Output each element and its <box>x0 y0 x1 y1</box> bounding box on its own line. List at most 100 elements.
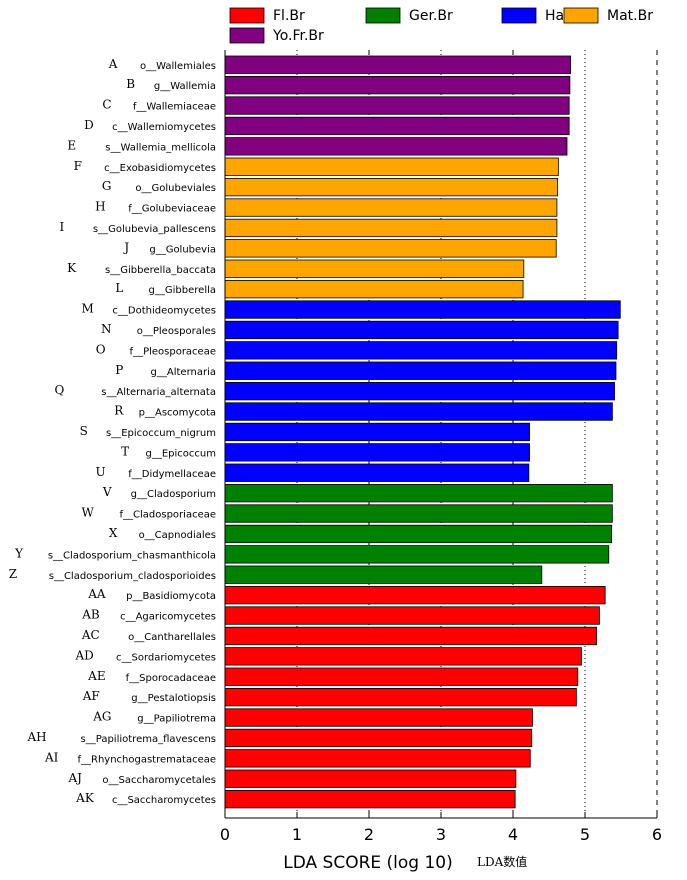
bar-s <box>224 422 530 442</box>
bar-label-s: s__Epicoccum_nigrum <box>106 428 216 439</box>
x-tick-label-0: 0 <box>220 825 230 844</box>
bar-letter-ae: AE <box>87 669 105 683</box>
bar-label-u: f__Didymellaceae <box>128 469 216 480</box>
legend-swatch-mat-br <box>563 7 599 24</box>
bar-letter-r: R <box>114 404 124 418</box>
bar-letter-q: Q <box>54 383 64 397</box>
bar-letter-j: J <box>122 240 129 254</box>
bar-letter-n: N <box>101 322 112 336</box>
bar-letter-i: I <box>60 220 65 234</box>
bar-label-c: f__Wallemiaceae <box>133 102 216 113</box>
bar-letter-aj: AJ <box>68 771 83 785</box>
x-tick-label-4: 4 <box>508 825 518 844</box>
x-tick-label-3: 3 <box>436 825 446 844</box>
bar-letter-s: S <box>80 424 88 438</box>
bar-w <box>224 504 613 523</box>
bar-label-q: s__Alternaria_alternata <box>101 387 216 398</box>
bar-label-d: c__Wallemiomycetes <box>112 122 216 133</box>
bar-letter-f: F <box>74 159 82 173</box>
bar-c <box>224 96 570 115</box>
bar-letter-ac: AC <box>81 628 100 642</box>
x-axis-label-note: LDA数值 <box>477 854 527 869</box>
bar-letter-l: L <box>115 281 123 295</box>
bar-letter-c: C <box>102 98 111 112</box>
bar-letter-p: P <box>115 363 123 377</box>
bar-label-e: s__Wallemia_mellicola <box>105 142 216 153</box>
bar-x <box>224 524 613 544</box>
bar-b <box>224 76 571 95</box>
bar-label-p: g__Alternaria <box>151 367 216 378</box>
bar-label-ab: c__Agaricomycetes <box>120 612 216 623</box>
bar-ag <box>224 708 533 727</box>
bar-t <box>224 443 530 462</box>
bar-label-ak: c__Saccharomycetes <box>112 795 216 806</box>
bar-k <box>224 259 525 278</box>
bar-g <box>224 177 559 197</box>
bar-label-af: g__Pestalotiopsis <box>131 693 216 704</box>
bar-label-y: s__Cladosporium_chasmanthicola <box>48 550 216 561</box>
bar-label-ac: o__Cantharellales <box>128 632 216 643</box>
bar-label-v: g__Cladosporium <box>131 489 216 500</box>
bar-f <box>224 157 559 176</box>
bar-label-k: s__Gibberella_baccata <box>105 265 216 276</box>
bar-letter-ah: AH <box>26 730 46 744</box>
bar-af <box>224 688 577 707</box>
bar-letter-t: T <box>121 444 129 458</box>
bar-label-o: f__Pleosporaceae <box>130 346 216 357</box>
bar-ai <box>224 749 531 768</box>
bar-label-ad: c__Sordariomycetes <box>116 652 216 663</box>
bar-letter-h: H <box>95 200 105 214</box>
bar-r <box>224 402 613 421</box>
bar-letter-d: D <box>84 118 94 132</box>
bar-z <box>224 565 543 584</box>
x-tick-label-5: 5 <box>580 825 590 844</box>
bar-j <box>224 239 557 258</box>
bar-letter-y: Y <box>14 546 24 560</box>
bar-ah <box>224 728 533 748</box>
chart-bar-labels: o__Wallemiales Ag__Wallemia Bf__Wallemiace… <box>9 57 216 806</box>
bar-label-ae: f__Sporocadaceae <box>126 673 216 684</box>
bar-letter-g: G <box>102 179 112 193</box>
bar-label-w: f__Cladosporiaceae <box>120 510 217 521</box>
bar-letter-ag: AG <box>92 710 111 724</box>
bar-letter-o: O <box>96 342 106 356</box>
legend-swatch-yo-fr-br <box>229 27 265 44</box>
bar-letter-u: U <box>95 465 105 479</box>
bar-letter-ak: AK <box>75 791 95 805</box>
bar-ac <box>224 626 597 646</box>
bar-v <box>224 483 613 503</box>
legend-label-fl-br: Fl.Br <box>273 8 305 24</box>
bar-q <box>224 381 615 401</box>
legend-label-ger-br: Ger.Br <box>409 8 453 24</box>
bar-u <box>224 463 530 482</box>
bar-e <box>224 137 568 156</box>
bar-a <box>224 55 572 74</box>
bar-n <box>224 320 619 340</box>
bar-label-aa: p__Basidiomycota <box>126 591 216 602</box>
bar-l <box>224 279 524 299</box>
bar-ab <box>224 606 600 625</box>
bar-label-x: o__Capnodiales <box>139 530 216 541</box>
bar-label-r: p__Ascomycota <box>139 408 216 419</box>
bar-ad <box>224 647 582 666</box>
bar-label-g: o__Golubeviales <box>135 183 216 194</box>
bar-aj <box>224 769 517 788</box>
bar-letter-aa: AA <box>87 587 106 601</box>
bar-label-ai: f__Rhynchogastremataceae <box>77 754 216 765</box>
bar-label-a: o__Wallemiales <box>140 61 216 72</box>
bar-label-b: g__Wallemia <box>154 81 216 92</box>
bar-ak <box>224 790 516 809</box>
bar-label-j: g__Golubevia <box>149 244 216 255</box>
bar-label-m: c__Dothideomycetes <box>112 306 216 317</box>
bar-d <box>224 116 570 136</box>
bar-letter-k: K <box>67 261 77 275</box>
bar-aa <box>224 586 606 605</box>
bar-letter-v: V <box>102 485 112 499</box>
legend-swatch-hard-br <box>501 7 537 24</box>
bar-letter-ad: AD <box>75 648 94 662</box>
x-tick-label-1: 1 <box>292 825 302 844</box>
bar-label-h: f__Golubeviaceae <box>128 204 216 215</box>
bar-letter-z: Z <box>9 567 17 581</box>
